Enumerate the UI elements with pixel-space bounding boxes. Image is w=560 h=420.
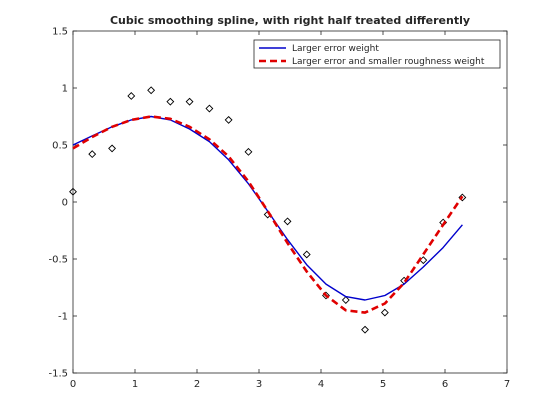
data-point <box>166 97 175 106</box>
data-point <box>88 150 97 159</box>
plot-area <box>69 86 467 334</box>
x-tick-label: 1 <box>132 379 138 390</box>
legend-box <box>253 39 501 69</box>
data-point <box>147 86 156 95</box>
y-tick-label: -1 <box>58 312 68 323</box>
x-tick-label: 4 <box>318 379 324 390</box>
y-tick-label: -0.5 <box>48 255 68 266</box>
data-point <box>69 187 77 196</box>
y-tick-label: 0 <box>62 198 68 209</box>
data-point <box>458 193 467 202</box>
data-point <box>283 217 292 226</box>
data-point <box>205 104 214 113</box>
data-point <box>185 97 194 106</box>
data-point <box>341 296 350 304</box>
x-tick-label: 7 <box>504 379 510 390</box>
data-point <box>361 325 369 334</box>
x-tick-label: 3 <box>256 379 262 390</box>
x-tick-label: 5 <box>380 379 386 390</box>
y-tick-label: 0.5 <box>52 141 68 152</box>
x-tick-label: 6 <box>442 379 448 390</box>
data-point <box>244 147 253 156</box>
x-tick-label: 0 <box>70 379 76 390</box>
legend: Larger error weight Larger error and smal… <box>253 39 501 69</box>
data-point <box>302 250 311 259</box>
data-point <box>380 308 389 317</box>
data-point <box>127 92 136 100</box>
legend-label: Larger error and smaller roughness weigh… <box>292 57 485 67</box>
axes-box <box>72 30 508 374</box>
y-tick-label: 1 <box>62 84 68 95</box>
x-tick-label: 2 <box>194 379 200 390</box>
series-line-smaller-roughness-weight <box>72 115 464 314</box>
data-point <box>108 144 116 153</box>
y-tick-label: -1.5 <box>48 369 68 380</box>
axes: 0 1 2 3 4 5 6 7 -1.5 -1 -0.5 0 0.5 1 1.5 <box>48 27 510 391</box>
chart-title: Cubic smoothing spline, with right half … <box>110 14 470 27</box>
data-point <box>224 115 233 124</box>
legend-label: Larger error weight <box>292 44 379 54</box>
y-tick-label: 1.5 <box>52 27 68 38</box>
